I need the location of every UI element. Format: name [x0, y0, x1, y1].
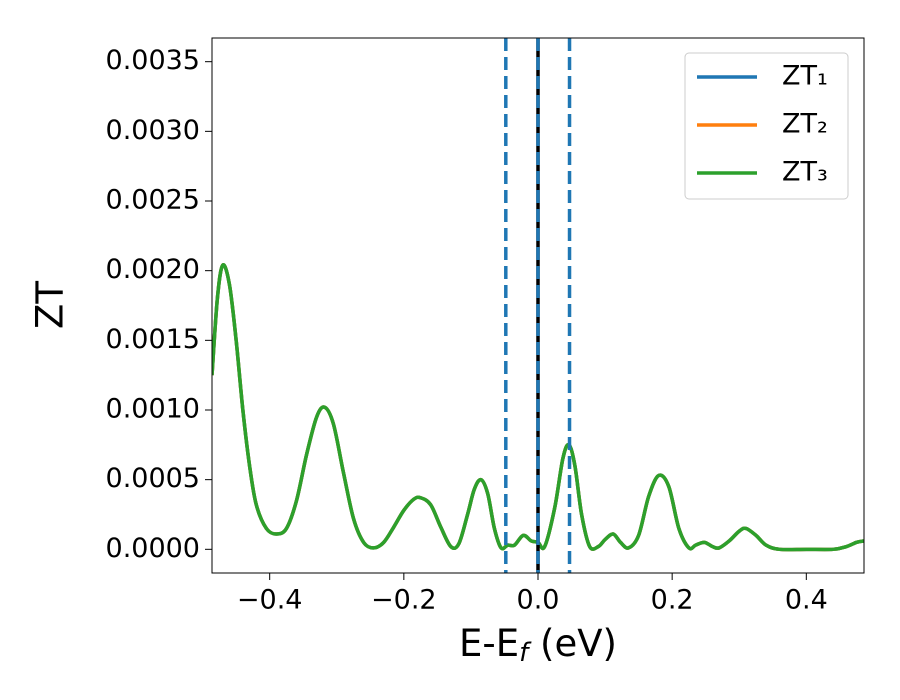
x-tick-label: 0.2 [651, 585, 694, 616]
y-tick-label: 0.0020 [106, 254, 200, 285]
x-tick-label: −0.4 [237, 585, 303, 616]
line-series [212, 263, 864, 552]
y-tick-label: 0.0005 [106, 463, 200, 494]
x-axis-label-unit: (eV) [528, 622, 617, 665]
y-tick-label: 0.0035 [106, 45, 200, 76]
x-axis-label-main: E-E [459, 622, 519, 665]
y-tick-label: 0.0025 [106, 185, 200, 216]
y-tick-label: 0.0010 [106, 393, 200, 424]
y-tick-label: 0.0030 [106, 115, 200, 146]
x-tick-label: 0.4 [785, 585, 828, 616]
y-tick-label: 0.0015 [106, 324, 200, 355]
y-axis-label: ZT [29, 281, 72, 329]
x-tick-label: −0.2 [371, 585, 437, 616]
legend-text: ZT₁ [782, 61, 828, 92]
x-tick-label: 0.0 [517, 585, 560, 616]
legend-text: ZT₂ [782, 109, 828, 140]
legend: ZT₁ ZT₂ ZT₃ [684, 52, 849, 200]
legend-text: ZT₃ [782, 157, 828, 188]
x-axis-label: E-Ef (eV) [459, 622, 617, 668]
plot-area [212, 38, 864, 573]
legend-box [684, 52, 849, 200]
y-tick-label: 0.0000 [106, 533, 200, 564]
